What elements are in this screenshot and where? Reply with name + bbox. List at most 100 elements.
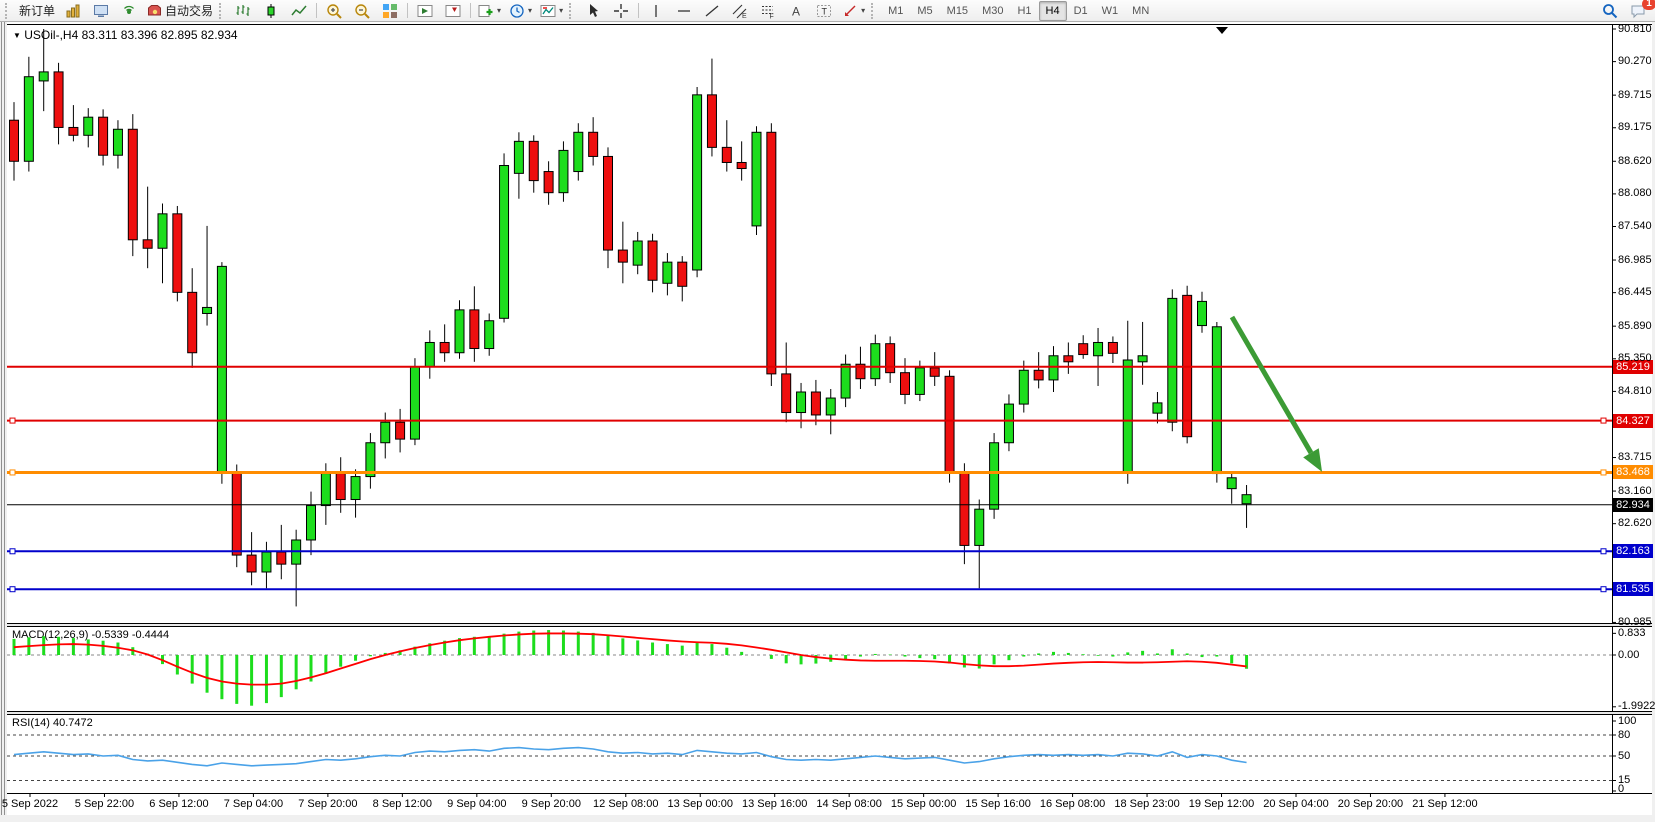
candle — [112, 128, 123, 156]
indicators-button[interactable]: ▾ — [474, 0, 505, 22]
candle — [706, 94, 717, 148]
hline-handle[interactable] — [9, 417, 16, 424]
timeframe-button-mn[interactable]: MN — [1132, 4, 1150, 17]
price-tick-label: 90.810 — [1618, 22, 1652, 35]
timeframe-button-m15[interactable]: M15 — [946, 4, 969, 17]
candle — [1167, 297, 1178, 423]
candle — [647, 240, 658, 281]
chevron-down-icon[interactable]: ▾ — [497, 6, 502, 15]
timeframe-button-m30[interactable]: M30 — [982, 4, 1004, 17]
hline-handle[interactable] — [9, 586, 16, 593]
chevron-down-icon[interactable]: ▾ — [861, 6, 866, 15]
line-chart-icon — [291, 3, 307, 19]
notifications-button[interactable]: 1 — [1624, 0, 1655, 22]
text-button[interactable]: A — [782, 0, 810, 22]
text-label-button[interactable]: T — [810, 0, 838, 22]
timeframe-button-m1[interactable]: M1 — [888, 4, 904, 17]
trendline-button[interactable] — [698, 0, 726, 22]
candle — [603, 155, 613, 251]
market-watch-button[interactable] — [59, 0, 87, 22]
candle — [1093, 341, 1104, 357]
price-tick-label: 80.985 — [1618, 615, 1652, 628]
price-tick-label: 86.985 — [1618, 253, 1652, 266]
crosshair-button[interactable] — [607, 0, 635, 22]
window-left-frame — [0, 22, 7, 815]
new-order-button[interactable]: 新订单 — [15, 0, 59, 22]
search-button[interactable] — [1596, 0, 1624, 22]
toolbar-grip[interactable] — [5, 2, 11, 19]
panel-splitter[interactable] — [7, 624, 1652, 626]
svg-text:T: T — [822, 6, 828, 16]
chevron-down-icon[interactable]: ▾ — [559, 6, 564, 15]
candle — [692, 94, 703, 271]
timeframe-button-h1[interactable]: H1 — [1017, 4, 1032, 17]
candle — [306, 505, 316, 541]
timeframe-button-m5[interactable]: M5 — [917, 4, 933, 17]
zoom-in-button[interactable] — [320, 0, 348, 22]
candle — [216, 265, 227, 474]
bar-chart-button[interactable] — [229, 0, 257, 22]
navigator-button[interactable] — [87, 0, 115, 22]
vertical-line-button[interactable] — [642, 0, 670, 22]
candle — [885, 343, 896, 374]
rsi-tick-label: 80 — [1618, 728, 1631, 741]
vertical-line-icon — [648, 3, 664, 19]
candlestick-chart-button[interactable] — [257, 0, 285, 22]
auto-scroll-icon — [417, 3, 433, 19]
hline-handle[interactable] — [1600, 548, 1607, 555]
autotrading-button[interactable]: 自动交易 — [143, 0, 217, 22]
hline-handle[interactable] — [1600, 586, 1607, 593]
arrows-button[interactable]: ▾ — [838, 0, 869, 22]
time-label: 15 Sep 16:00 — [965, 798, 1031, 810]
candle — [929, 367, 940, 377]
arrows-icon — [842, 3, 858, 19]
timeframe-button-h4[interactable]: H4 — [1038, 0, 1067, 21]
candle — [1197, 300, 1207, 327]
periods-button[interactable]: ▾ — [505, 0, 536, 22]
templates-button[interactable]: ▾ — [536, 0, 567, 22]
candle — [573, 131, 584, 173]
search-icon — [1602, 3, 1618, 19]
chart-title: ▼ USOil-,H4 83.311 83.396 82.895 82.934 — [13, 28, 238, 42]
timeframe-button-w1[interactable]: W1 — [1101, 4, 1119, 17]
toolbar-grip[interactable] — [219, 2, 225, 19]
scroll-position-marker[interactable] — [1216, 27, 1228, 34]
candlestick-chart-icon — [263, 3, 279, 19]
hline-handle[interactable] — [1600, 417, 1607, 424]
zoom-out-button[interactable] — [348, 0, 376, 22]
time-label: 20 Sep 04:00 — [1263, 798, 1329, 810]
horizontal-line-button[interactable] — [670, 0, 698, 22]
toolbar-grip[interactable] — [871, 2, 877, 19]
hline-handle[interactable] — [9, 548, 16, 555]
panel-splitter[interactable] — [7, 712, 1652, 714]
timeframe-button-d1[interactable]: D1 — [1073, 4, 1088, 17]
trend-arrow-head[interactable] — [1303, 448, 1323, 472]
price-label-box: 85.219 — [1613, 359, 1653, 374]
tile-windows-button[interactable] — [376, 0, 404, 22]
line-chart-button[interactable] — [285, 0, 313, 22]
fibonacci-button[interactable]: F — [754, 0, 782, 22]
candle — [1152, 402, 1163, 414]
time-label: 12 Sep 08:00 — [593, 798, 659, 810]
candle — [380, 421, 391, 444]
macd-signal-line — [13, 632, 1247, 686]
trend-arrow-line[interactable] — [1229, 315, 1314, 455]
equidistant-channel-button[interactable]: E — [726, 0, 754, 22]
autotrading-icon — [147, 3, 163, 19]
collapse-triangle-icon[interactable]: ▼ — [13, 31, 21, 40]
horizontal-line-icon — [676, 3, 692, 19]
cursor-button[interactable] — [579, 0, 607, 22]
candle — [1033, 369, 1044, 381]
price-axis-border — [1612, 24, 1613, 793]
signals-button[interactable] — [115, 0, 143, 22]
hline-handle[interactable] — [9, 469, 16, 476]
toolbar-grip[interactable] — [569, 2, 575, 19]
auto-scroll-button[interactable] — [411, 0, 439, 22]
candle — [172, 213, 183, 293]
hline-handle[interactable] — [1600, 469, 1607, 476]
chart-shift-button[interactable] — [439, 0, 467, 22]
chevron-down-icon[interactable]: ▾ — [528, 6, 533, 15]
rsi-line — [13, 746, 1247, 767]
candle — [959, 472, 970, 546]
